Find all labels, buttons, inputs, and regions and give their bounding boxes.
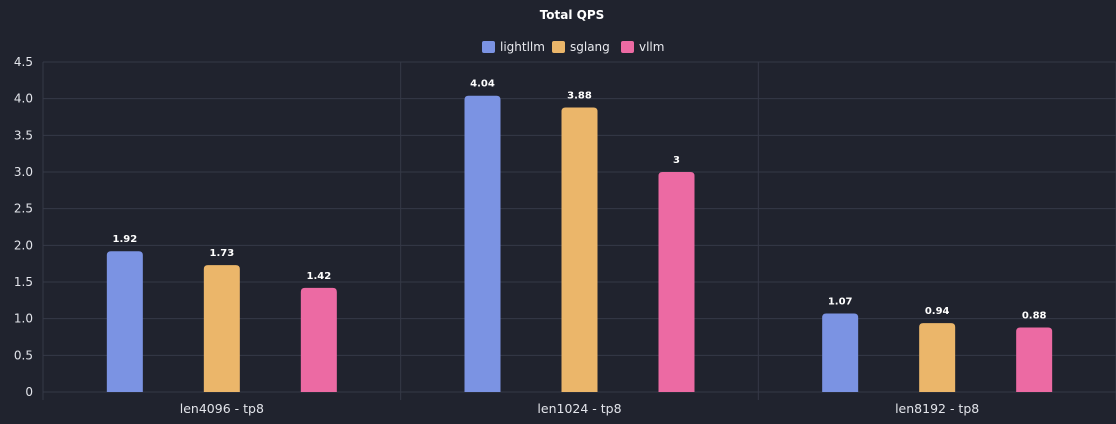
legend-swatch-lightllm — [482, 41, 495, 53]
bar-lightllm[interactable] — [822, 313, 859, 392]
x-tick-label: len1024 - tp8 — [537, 401, 621, 416]
bar-vllm[interactable] — [658, 172, 695, 392]
y-tick-label: 4.5 — [14, 55, 33, 69]
data-label-lightllm: 1.92 — [112, 234, 137, 245]
bar-lightllm[interactable] — [106, 251, 143, 392]
legend-label-lightllm: lightllm — [500, 40, 545, 54]
legend-item-vllm[interactable]: vllm — [621, 40, 664, 54]
chart-title: Total QPS — [540, 8, 605, 22]
legend-swatch-sglang — [552, 41, 565, 53]
x-axis: len4096 - tp8 len1024 - tp8 len8192 - tp8 — [180, 401, 980, 416]
y-tick-label: 2.0 — [14, 238, 33, 252]
bar-vllm[interactable] — [300, 287, 337, 392]
bar-sglang[interactable] — [919, 323, 956, 392]
y-tick-label: 0 — [25, 385, 33, 399]
y-tick-label: 2.5 — [14, 202, 33, 216]
x-tick-label: len4096 - tp8 — [180, 401, 264, 416]
data-label-sglang: 3.88 — [567, 90, 592, 101]
data-label-vllm: 1.42 — [306, 271, 331, 282]
bar-vllm[interactable] — [1016, 327, 1053, 392]
y-tick-label: 1.5 — [14, 275, 33, 289]
data-label-sglang: 0.94 — [925, 306, 950, 317]
bar-lightllm[interactable] — [464, 95, 501, 392]
legend-label-sglang: sglang — [570, 40, 610, 54]
legend-item-lightllm[interactable]: lightllm — [482, 40, 545, 54]
legend-item-sglang[interactable]: sglang — [552, 40, 610, 54]
x-tick-label: len8192 - tp8 — [895, 401, 979, 416]
y-axis: 0 0.5 1.0 1.5 2.0 2.5 3.0 3.5 4.0 4.5 — [14, 55, 33, 399]
data-label-vllm: 3 — [673, 155, 680, 166]
y-tick-label: 0.5 — [14, 348, 33, 362]
y-tick-label: 3.0 — [14, 165, 33, 179]
bar-sglang[interactable] — [203, 265, 240, 392]
legend: lightllm sglang vllm — [482, 40, 664, 54]
legend-label-vllm: vllm — [639, 40, 664, 54]
y-tick-label: 1.0 — [14, 312, 33, 326]
y-tick-label: 4.0 — [14, 92, 33, 106]
bar-sglang[interactable] — [561, 107, 598, 392]
legend-swatch-vllm — [621, 41, 634, 53]
data-label-sglang: 1.73 — [209, 248, 234, 259]
data-label-lightllm: 1.07 — [828, 297, 853, 308]
bars — [106, 95, 1053, 392]
data-label-vllm: 0.88 — [1022, 310, 1047, 321]
y-tick-label: 3.5 — [14, 128, 33, 142]
data-label-lightllm: 4.04 — [470, 79, 495, 90]
data-labels: 1.92 1.73 1.42 4.04 3.88 3 1.07 0.94 0.88 — [112, 79, 1046, 322]
